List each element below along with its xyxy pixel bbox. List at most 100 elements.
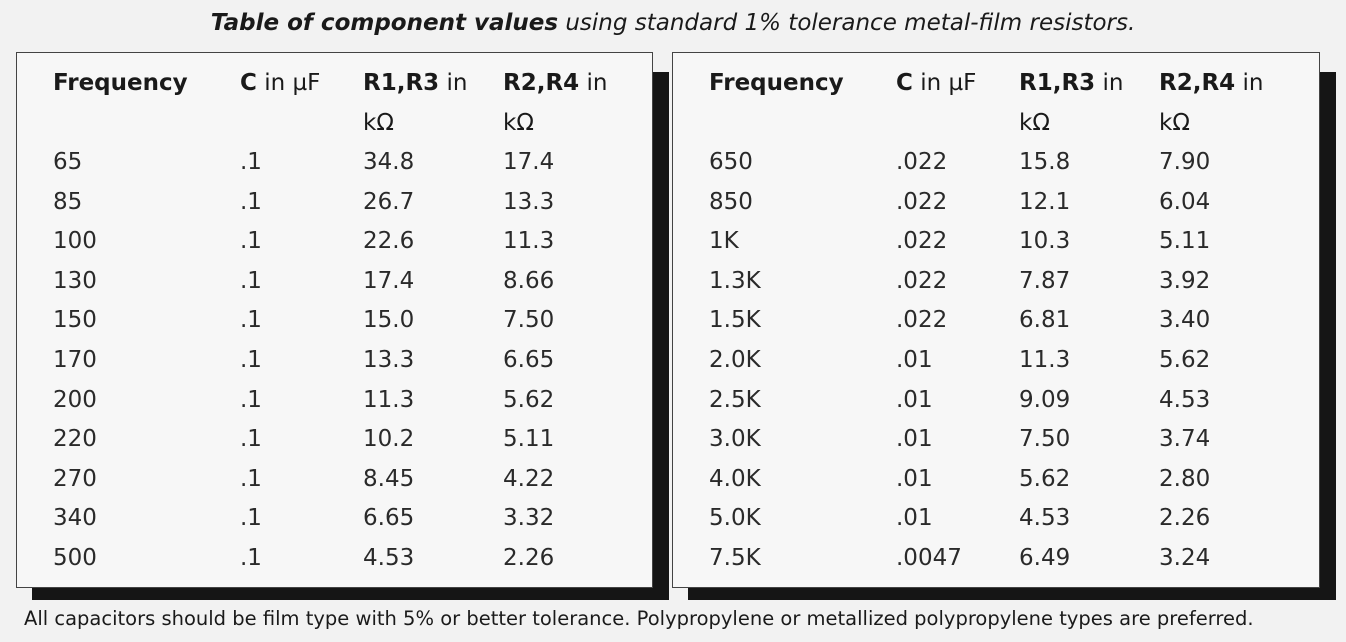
table-row: 130 .1 17.4 8.66 xyxy=(53,262,633,302)
cell-r2-r4: 5.11 xyxy=(503,426,555,453)
cell-frequency: 5.0K xyxy=(709,505,761,532)
cell-c: .01 xyxy=(896,386,933,413)
cell-r1-r3: 6.65 xyxy=(363,505,415,532)
cell-r1-r3: 13.3 xyxy=(363,346,415,373)
right-panel-box: Frequency C in µF R1,R3 in kΩ R2,R4 in k… xyxy=(672,52,1320,588)
cell-r2-r4: 4.53 xyxy=(1159,386,1211,413)
cell-frequency: 850 xyxy=(709,188,753,215)
cell-r2-r4: 8.66 xyxy=(503,267,555,294)
cell-frequency: 100 xyxy=(53,228,97,255)
cell-r1-r3: 22.6 xyxy=(363,228,415,255)
cell-r1-r3: 10.3 xyxy=(1019,228,1071,255)
header-c: C in µF xyxy=(240,70,321,96)
table-row: 650 .022 15.8 7.90 xyxy=(709,143,1289,183)
cell-c: .022 xyxy=(896,149,948,175)
table-row: 85 .1 26.7 13.3 xyxy=(53,183,633,223)
table-row: 2.5K .01 9.09 4.53 xyxy=(709,381,1289,421)
cell-r2-r4: 7.50 xyxy=(503,307,555,334)
table-row: 200 .1 11.3 5.62 xyxy=(53,381,633,421)
cell-c: .022 xyxy=(896,188,948,215)
cell-r1-r3: 10.2 xyxy=(363,426,415,453)
cell-r1-r3: 12.1 xyxy=(1019,188,1071,215)
table-row: 850 .022 12.1 6.04 xyxy=(709,183,1289,223)
cell-c: .1 xyxy=(240,426,262,453)
cell-c: .01 xyxy=(896,465,933,492)
cell-r2-r4: 3.32 xyxy=(503,505,555,532)
right-table-panel: Frequency C in µF R1,R3 in kΩ R2,R4 in k… xyxy=(672,52,1336,600)
cell-c: .1 xyxy=(240,267,262,294)
cell-r1-r3: 6.49 xyxy=(1019,544,1071,571)
table-row: 1.3K .022 7.87 3.92 xyxy=(709,262,1289,302)
cell-frequency: 500 xyxy=(53,544,97,571)
cell-c: .1 xyxy=(240,505,262,532)
cell-c: .1 xyxy=(240,188,262,215)
cell-frequency: 650 xyxy=(709,149,753,175)
cell-frequency: 7.5K xyxy=(709,544,761,571)
cell-frequency: 1.5K xyxy=(709,307,761,334)
footnote: All capacitors should be film type with … xyxy=(24,607,1254,630)
table-title: Table of component values using standard… xyxy=(0,10,1346,36)
header-r2-r4: R2,R4 in kΩ xyxy=(503,70,608,136)
cell-c: .1 xyxy=(240,228,262,255)
cell-frequency: 4.0K xyxy=(709,465,761,492)
table-title-rest: using standard 1% tolerance metal-film r… xyxy=(558,10,1136,36)
cell-frequency: 340 xyxy=(53,505,97,532)
table-row: 5.0K .01 4.53 2.26 xyxy=(709,499,1289,539)
cell-r2-r4: 6.65 xyxy=(503,346,555,373)
cell-c: .1 xyxy=(240,386,262,413)
cell-r2-r4: 3.74 xyxy=(1159,426,1211,453)
cell-c: .1 xyxy=(240,149,262,175)
cell-r1-r3: 15.8 xyxy=(1019,149,1071,175)
cell-r2-r4: 11.3 xyxy=(503,228,555,255)
cell-frequency: 170 xyxy=(53,346,97,373)
cell-frequency: 150 xyxy=(53,307,97,334)
cell-r1-r3: 4.53 xyxy=(1019,505,1071,532)
cell-c: .01 xyxy=(896,505,933,532)
cell-r1-r3: 8.45 xyxy=(363,465,415,492)
table-header-row: Frequency C in µF R1,R3 in kΩ R2,R4 in k… xyxy=(709,63,1289,143)
table-row: 65 .1 34.8 17.4 xyxy=(53,143,633,183)
cell-frequency: 220 xyxy=(53,426,97,453)
left-panel-box: Frequency C in µF R1,R3 in kΩ R2,R4 in k… xyxy=(16,52,653,588)
cell-r1-r3: 15.0 xyxy=(363,307,415,334)
cell-frequency: 65 xyxy=(53,149,83,175)
table-row: 270 .1 8.45 4.22 xyxy=(53,460,633,500)
table-row: 4.0K .01 5.62 2.80 xyxy=(709,460,1289,500)
cell-frequency: 3.0K xyxy=(709,426,761,453)
cell-c: .1 xyxy=(240,465,262,492)
cell-frequency: 2.5K xyxy=(709,386,761,413)
cell-c: .1 xyxy=(240,307,262,334)
cell-r2-r4: 5.62 xyxy=(503,386,555,413)
table-row: 340 .1 6.65 3.32 xyxy=(53,499,633,539)
cell-r2-r4: 3.92 xyxy=(1159,267,1211,294)
cell-r1-r3: 11.3 xyxy=(363,386,415,413)
cell-frequency: 130 xyxy=(53,267,97,294)
cell-r1-r3: 26.7 xyxy=(363,188,415,215)
cell-frequency: 1K xyxy=(709,228,739,255)
cell-r2-r4: 3.40 xyxy=(1159,307,1211,334)
cell-r1-r3: 9.09 xyxy=(1019,386,1071,413)
header-r1-r3: R1,R3 in kΩ xyxy=(1019,70,1124,136)
cell-r1-r3: 7.87 xyxy=(1019,267,1071,294)
cell-frequency: 85 xyxy=(53,188,83,215)
cell-r2-r4: 5.11 xyxy=(1159,228,1211,255)
cell-c: .01 xyxy=(896,346,933,373)
left-component-table: Frequency C in µF R1,R3 in kΩ R2,R4 in k… xyxy=(53,63,633,579)
cell-r1-r3: 34.8 xyxy=(363,149,415,175)
cell-c: .1 xyxy=(240,346,262,373)
cell-r2-r4: 17.4 xyxy=(503,149,555,175)
cell-r1-r3: 6.81 xyxy=(1019,307,1071,334)
cell-r2-r4: 2.26 xyxy=(1159,505,1211,532)
cell-r2-r4: 2.26 xyxy=(503,544,555,571)
cell-r2-r4: 4.22 xyxy=(503,465,555,492)
left-table-panel: Frequency C in µF R1,R3 in kΩ R2,R4 in k… xyxy=(16,52,669,600)
cell-frequency: 1.3K xyxy=(709,267,761,294)
cell-r2-r4: 3.24 xyxy=(1159,544,1211,571)
header-r1-r3: R1,R3 in kΩ xyxy=(363,70,468,136)
cell-c: .1 xyxy=(240,544,262,571)
cell-r1-r3: 11.3 xyxy=(1019,346,1071,373)
cell-r2-r4: 2.80 xyxy=(1159,465,1211,492)
header-r2-r4: R2,R4 in kΩ xyxy=(1159,70,1264,136)
table-row: 220 .1 10.2 5.11 xyxy=(53,420,633,460)
